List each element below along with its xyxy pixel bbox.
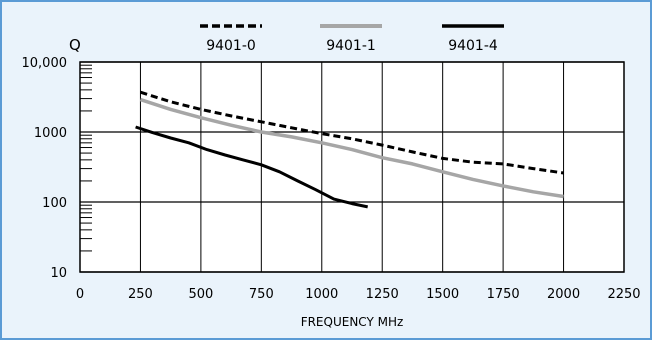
y-tick-label: 1000: [34, 126, 67, 141]
x-tick-label: 0: [76, 287, 84, 302]
x-tick-label: 750: [249, 287, 274, 302]
x-axis-title: FREQUENCY MHz: [301, 315, 404, 329]
series-line-9401-1: [139, 97, 564, 199]
series-layer: [135, 90, 564, 209]
legend-label-9401-1: 9401-1: [326, 38, 376, 54]
y-tick-labels: 10 100 1000 10,000: [22, 56, 68, 281]
x-tick-label: 2250: [607, 287, 640, 302]
x-tick-label: 500: [188, 287, 213, 302]
x-tick-label: 1500: [426, 287, 459, 302]
y-tick-label: 10,000: [22, 56, 68, 71]
y-axis-title: Q: [69, 36, 81, 54]
y-minor-ticks: [80, 64, 92, 252]
y-tick-label: 100: [42, 196, 67, 211]
x-tick-label: 1750: [487, 287, 520, 302]
grid: [79, 61, 625, 273]
plot-area: [80, 62, 624, 272]
legend-label-9401-0: 9401-0: [206, 38, 256, 54]
x-tick-label: 1000: [305, 287, 338, 302]
x-tick-label: 2000: [547, 287, 580, 302]
x-tick-label: 250: [128, 287, 153, 302]
legend-label-9401-4: 9401-4: [448, 38, 498, 54]
legend: 9401-0 9401-1 9401-4: [200, 24, 504, 54]
plot-border: [79, 61, 625, 273]
x-tick-label: 1250: [366, 287, 399, 302]
y-tick-label: 10: [50, 266, 67, 281]
series-line-9401-4: [135, 125, 369, 209]
x-tick-labels: 0 250 500 750 1000 1250 1500 1750 2000 2250: [76, 287, 641, 302]
